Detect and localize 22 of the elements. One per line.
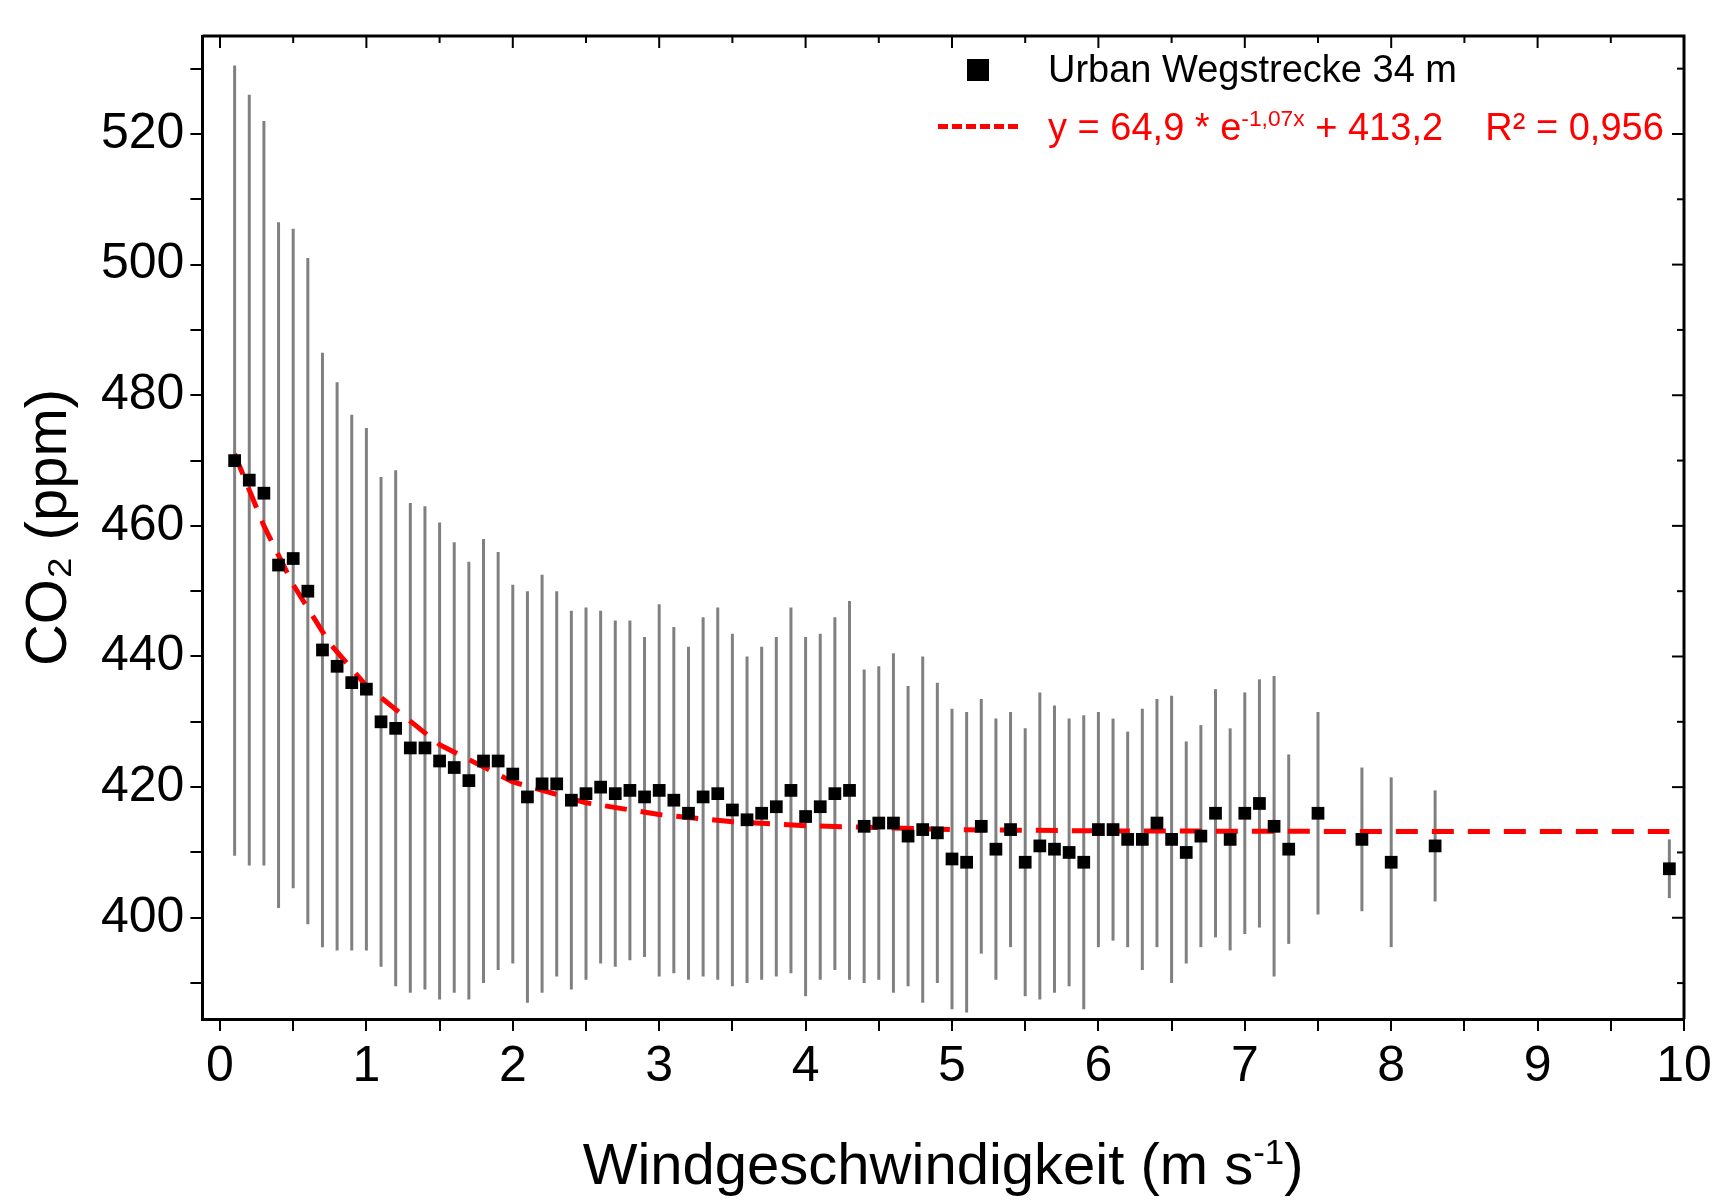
legend-label: y = 64,9 * e$^{-1,07x}$ + 413,2 R² = 0,956 <box>1048 105 1664 149</box>
y-tick-label: 480 <box>100 364 185 421</box>
y-tick-label: 520 <box>100 102 185 159</box>
legend-label: Urban Wegstrecke 34 m <box>1048 48 1458 91</box>
x-tick-label: 6 <box>1084 1035 1113 1092</box>
x-tick-label: 4 <box>791 1035 820 1092</box>
y-axis-title: CO₂ (ppm) <box>11 388 79 667</box>
x-tick-label: 2 <box>498 1035 527 1092</box>
y-tick-label: 440 <box>100 625 185 682</box>
x-axis-title: Windgeschwindigkeit (m s$^{-1}$) <box>582 1130 1304 1197</box>
x-tick-label: 5 <box>938 1035 966 1092</box>
x-tick-label: 8 <box>1377 1035 1406 1092</box>
x-tick-label: 9 <box>1523 1035 1552 1092</box>
y-tick-label: 460 <box>100 494 185 551</box>
y-tick-label: 400 <box>100 886 185 943</box>
x-tick-label: 7 <box>1230 1035 1259 1092</box>
x-tick-label: 1 <box>352 1035 381 1092</box>
y-tick-label: 500 <box>100 233 185 290</box>
x-tick-label: 10 <box>1656 1035 1712 1092</box>
y-tick-label: 420 <box>100 755 185 812</box>
x-tick-label: 0 <box>206 1035 234 1092</box>
x-tick-label: 3 <box>645 1035 674 1092</box>
